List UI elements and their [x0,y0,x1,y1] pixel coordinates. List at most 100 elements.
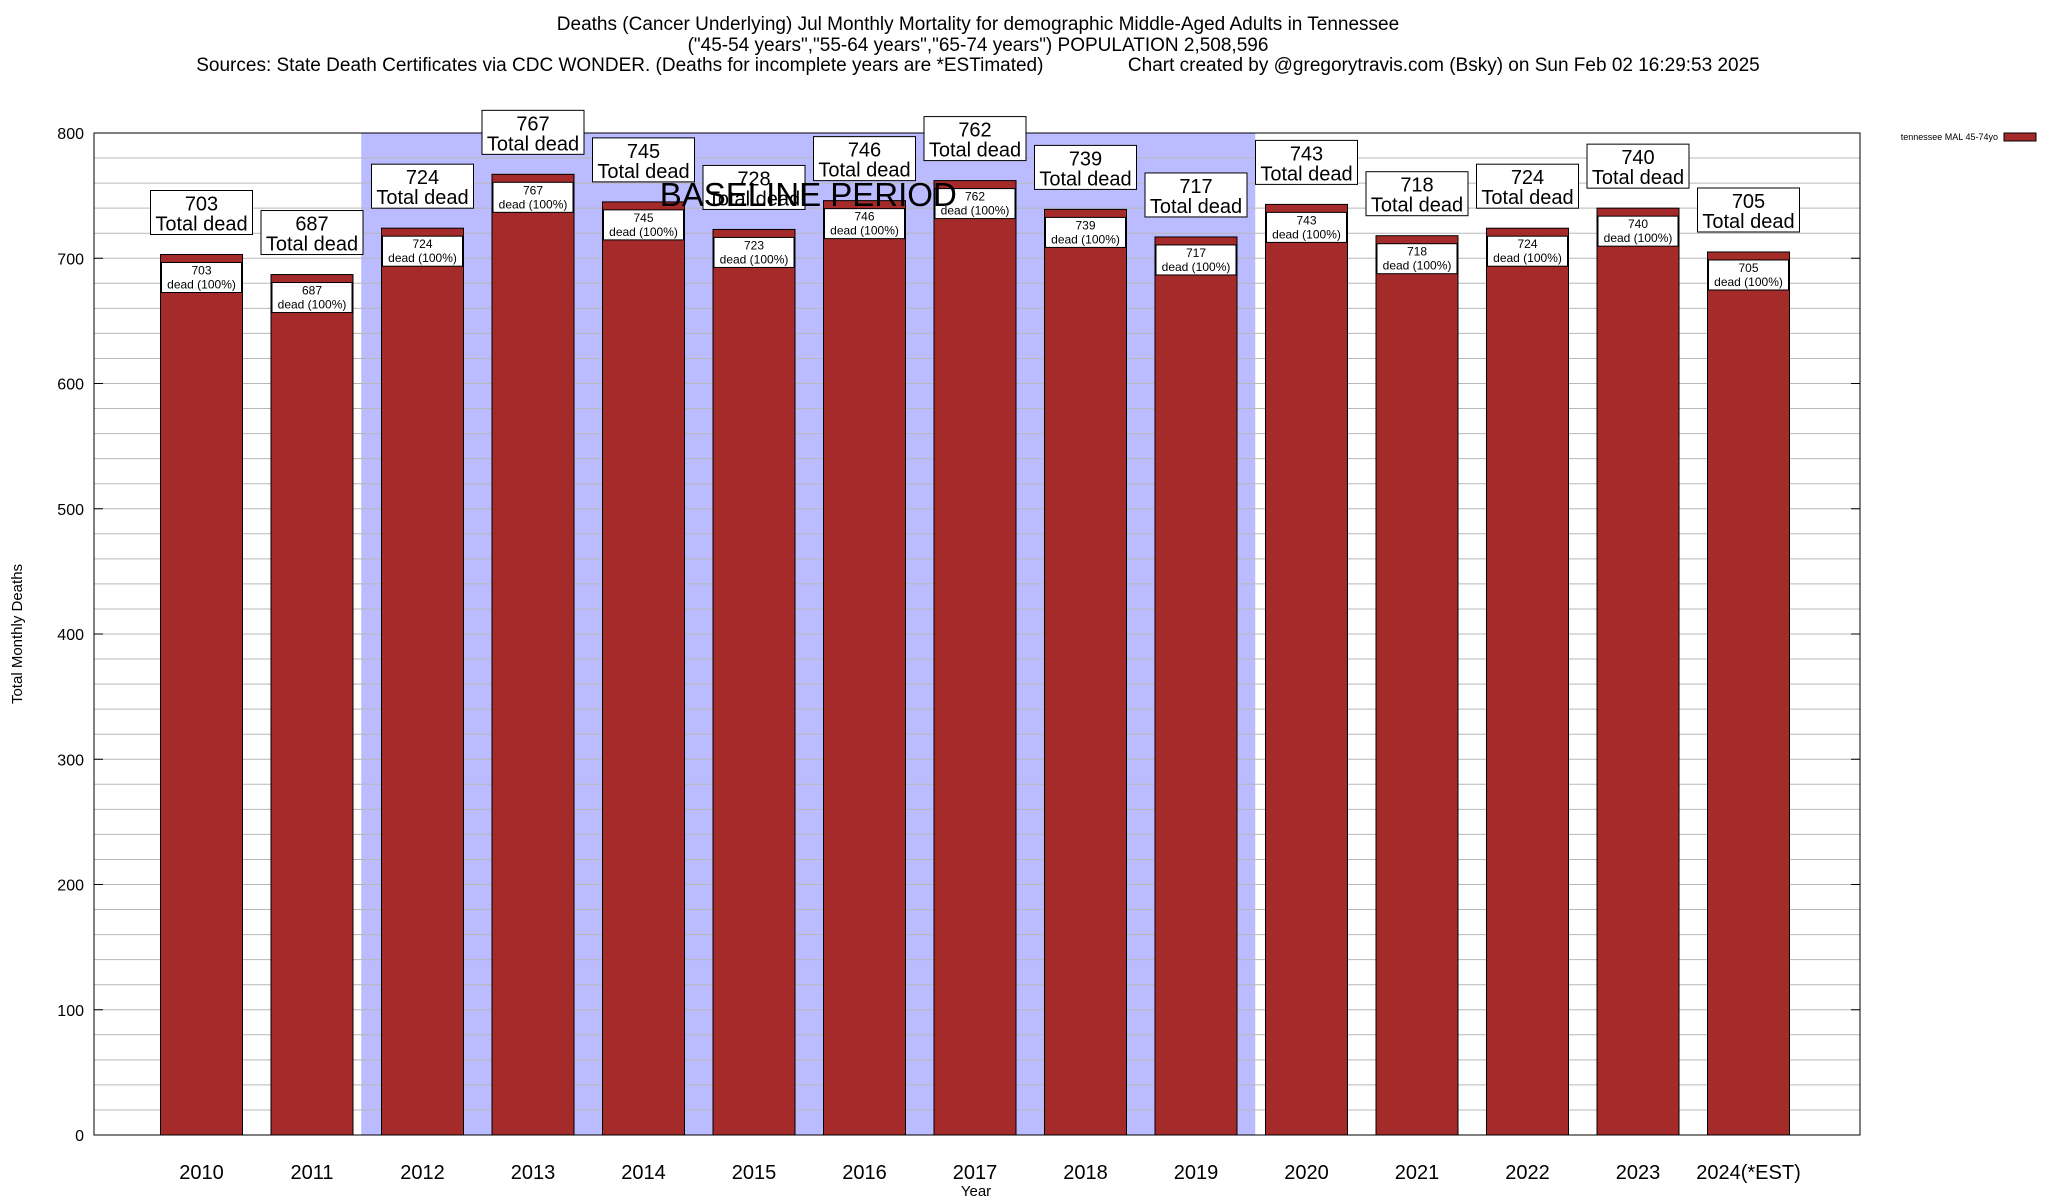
inner-label-text: dead (100%) [1604,231,1673,245]
bar [1154,236,1238,1136]
y-tick-label: 0 [75,1128,84,1145]
inner-label-value: 724 [1517,237,1537,251]
total-label-value: 762 [958,120,991,142]
inner-label-box [1155,244,1237,276]
total-label-box [1697,187,1800,233]
total-label-box [702,164,806,210]
bar [1596,207,1680,1136]
inner-label-value: 739 [1075,218,1095,232]
inner-label-text: dead (100%) [499,197,568,211]
total-label-box [1586,143,1690,189]
total-label-value: 705 [1732,191,1765,213]
inner-label-box [382,235,463,267]
legend-swatch [2003,132,2037,142]
total-label-value: 746 [848,140,881,162]
total-label-text: Total dead [376,187,468,209]
total-label-value: 724 [1511,167,1544,189]
x-tick-label: 2018 [1063,1162,1108,1184]
inner-label-value: 703 [191,263,211,277]
total-label-value: 687 [295,214,328,236]
inner-label-text: dead (100%) [720,252,789,266]
x-tick-label: 2010 [179,1162,224,1184]
bar [1265,203,1348,1136]
total-label-value: 745 [627,141,660,163]
x-tick-label: 2022 [1505,1162,1550,1184]
x-tick-label: 2016 [842,1162,887,1184]
inner-label-text: dead (100%) [1051,232,1120,246]
inner-label-box [1597,215,1679,247]
x-tick-label: 2015 [732,1162,777,1184]
x-tick-label: 2012 [400,1162,445,1184]
x-tick-label: 2017 [953,1162,998,1184]
inner-label-box [1376,243,1458,275]
inner-label-text: dead (100%) [388,251,457,265]
total-label-box [1365,171,1469,217]
total-label-value: 739 [1069,148,1102,170]
x-tick-label: 2021 [1395,1162,1440,1184]
x-tick-label: 2013 [511,1162,556,1184]
x-tick-label: 2011 [290,1162,333,1184]
bar [712,228,796,1136]
x-tick-label: 2024(*EST) [1696,1162,1801,1184]
total-label-box [1255,139,1358,185]
inner-label-box [934,188,1016,220]
total-label-text: Total dead [1260,163,1352,185]
x-tick-label: 2019 [1174,1162,1219,1184]
total-label-value: 767 [516,113,549,135]
inner-label-box [1487,235,1568,267]
inner-label-value: 767 [523,183,543,197]
inner-label-value: 723 [744,238,764,252]
inner-label-box [713,236,795,268]
inner-label-text: dead (100%) [1493,251,1562,265]
inner-label-text: dead (100%) [1162,260,1231,274]
inner-label-box [1266,211,1347,243]
inner-label-text: dead (100%) [830,224,899,238]
bar [1375,235,1459,1136]
inner-label-box [1708,259,1789,291]
x-axis: 2010 2011 2012 2013 2014 2015 2016 2017 2018 2019… [179,1162,1801,1184]
total-label-box [1476,163,1579,209]
inner-label-value: 762 [965,190,985,204]
total-label-box [1034,144,1137,190]
total-label-text: Total dead [708,188,800,210]
total-label-text: Total dead [1481,187,1573,209]
bar [933,180,1017,1136]
y-axis: 0 100 200 300 400 500 600 700 800 [57,126,1860,1145]
inner-label-box [271,282,353,314]
y-tick-label: 800 [57,126,84,143]
chart-title-line-2: ("45-54 years","55-64 years","65-74 year… [688,35,1269,56]
inner-label-value: 745 [633,211,653,225]
total-label-box [923,116,1027,162]
bar [491,173,575,1136]
bar [823,200,906,1136]
inner-label-value: 705 [1738,261,1758,275]
total-label-text: Total dead [266,234,358,256]
bar [602,201,685,1136]
inner-label-box [492,181,574,213]
total-label-text: Total dead [1702,211,1794,233]
y-axis-title: Total Monthly Deaths [9,564,26,704]
inner-label-text: dead (100%) [1272,227,1341,241]
total-label-value: 740 [1621,147,1654,169]
inner-label-text: dead (100%) [278,298,347,312]
inner-label-value: 718 [1407,245,1427,259]
bar [1707,251,1790,1136]
total-label-text: Total dead [487,133,579,155]
total-label-value: 718 [1400,175,1433,197]
total-label-value: 717 [1179,176,1212,198]
inner-label-box [1045,216,1126,248]
total-label-text: Total dead [929,140,1021,162]
y-tick-label: 100 [57,1003,84,1020]
legend-label: tennessee MAL 45-74yo [1901,132,1998,142]
total-label-text: Total dead [1150,196,1242,218]
y-tick-label: 400 [57,627,84,644]
y-tick-label: 600 [57,377,84,394]
x-tick-label: 2023 [1616,1162,1661,1184]
bar [1044,208,1127,1136]
inner-label-text: dead (100%) [1383,259,1452,273]
inner-label-text: dead (100%) [167,277,236,291]
total-label-box [260,210,364,256]
x-axis-title: Year [961,1183,991,1200]
